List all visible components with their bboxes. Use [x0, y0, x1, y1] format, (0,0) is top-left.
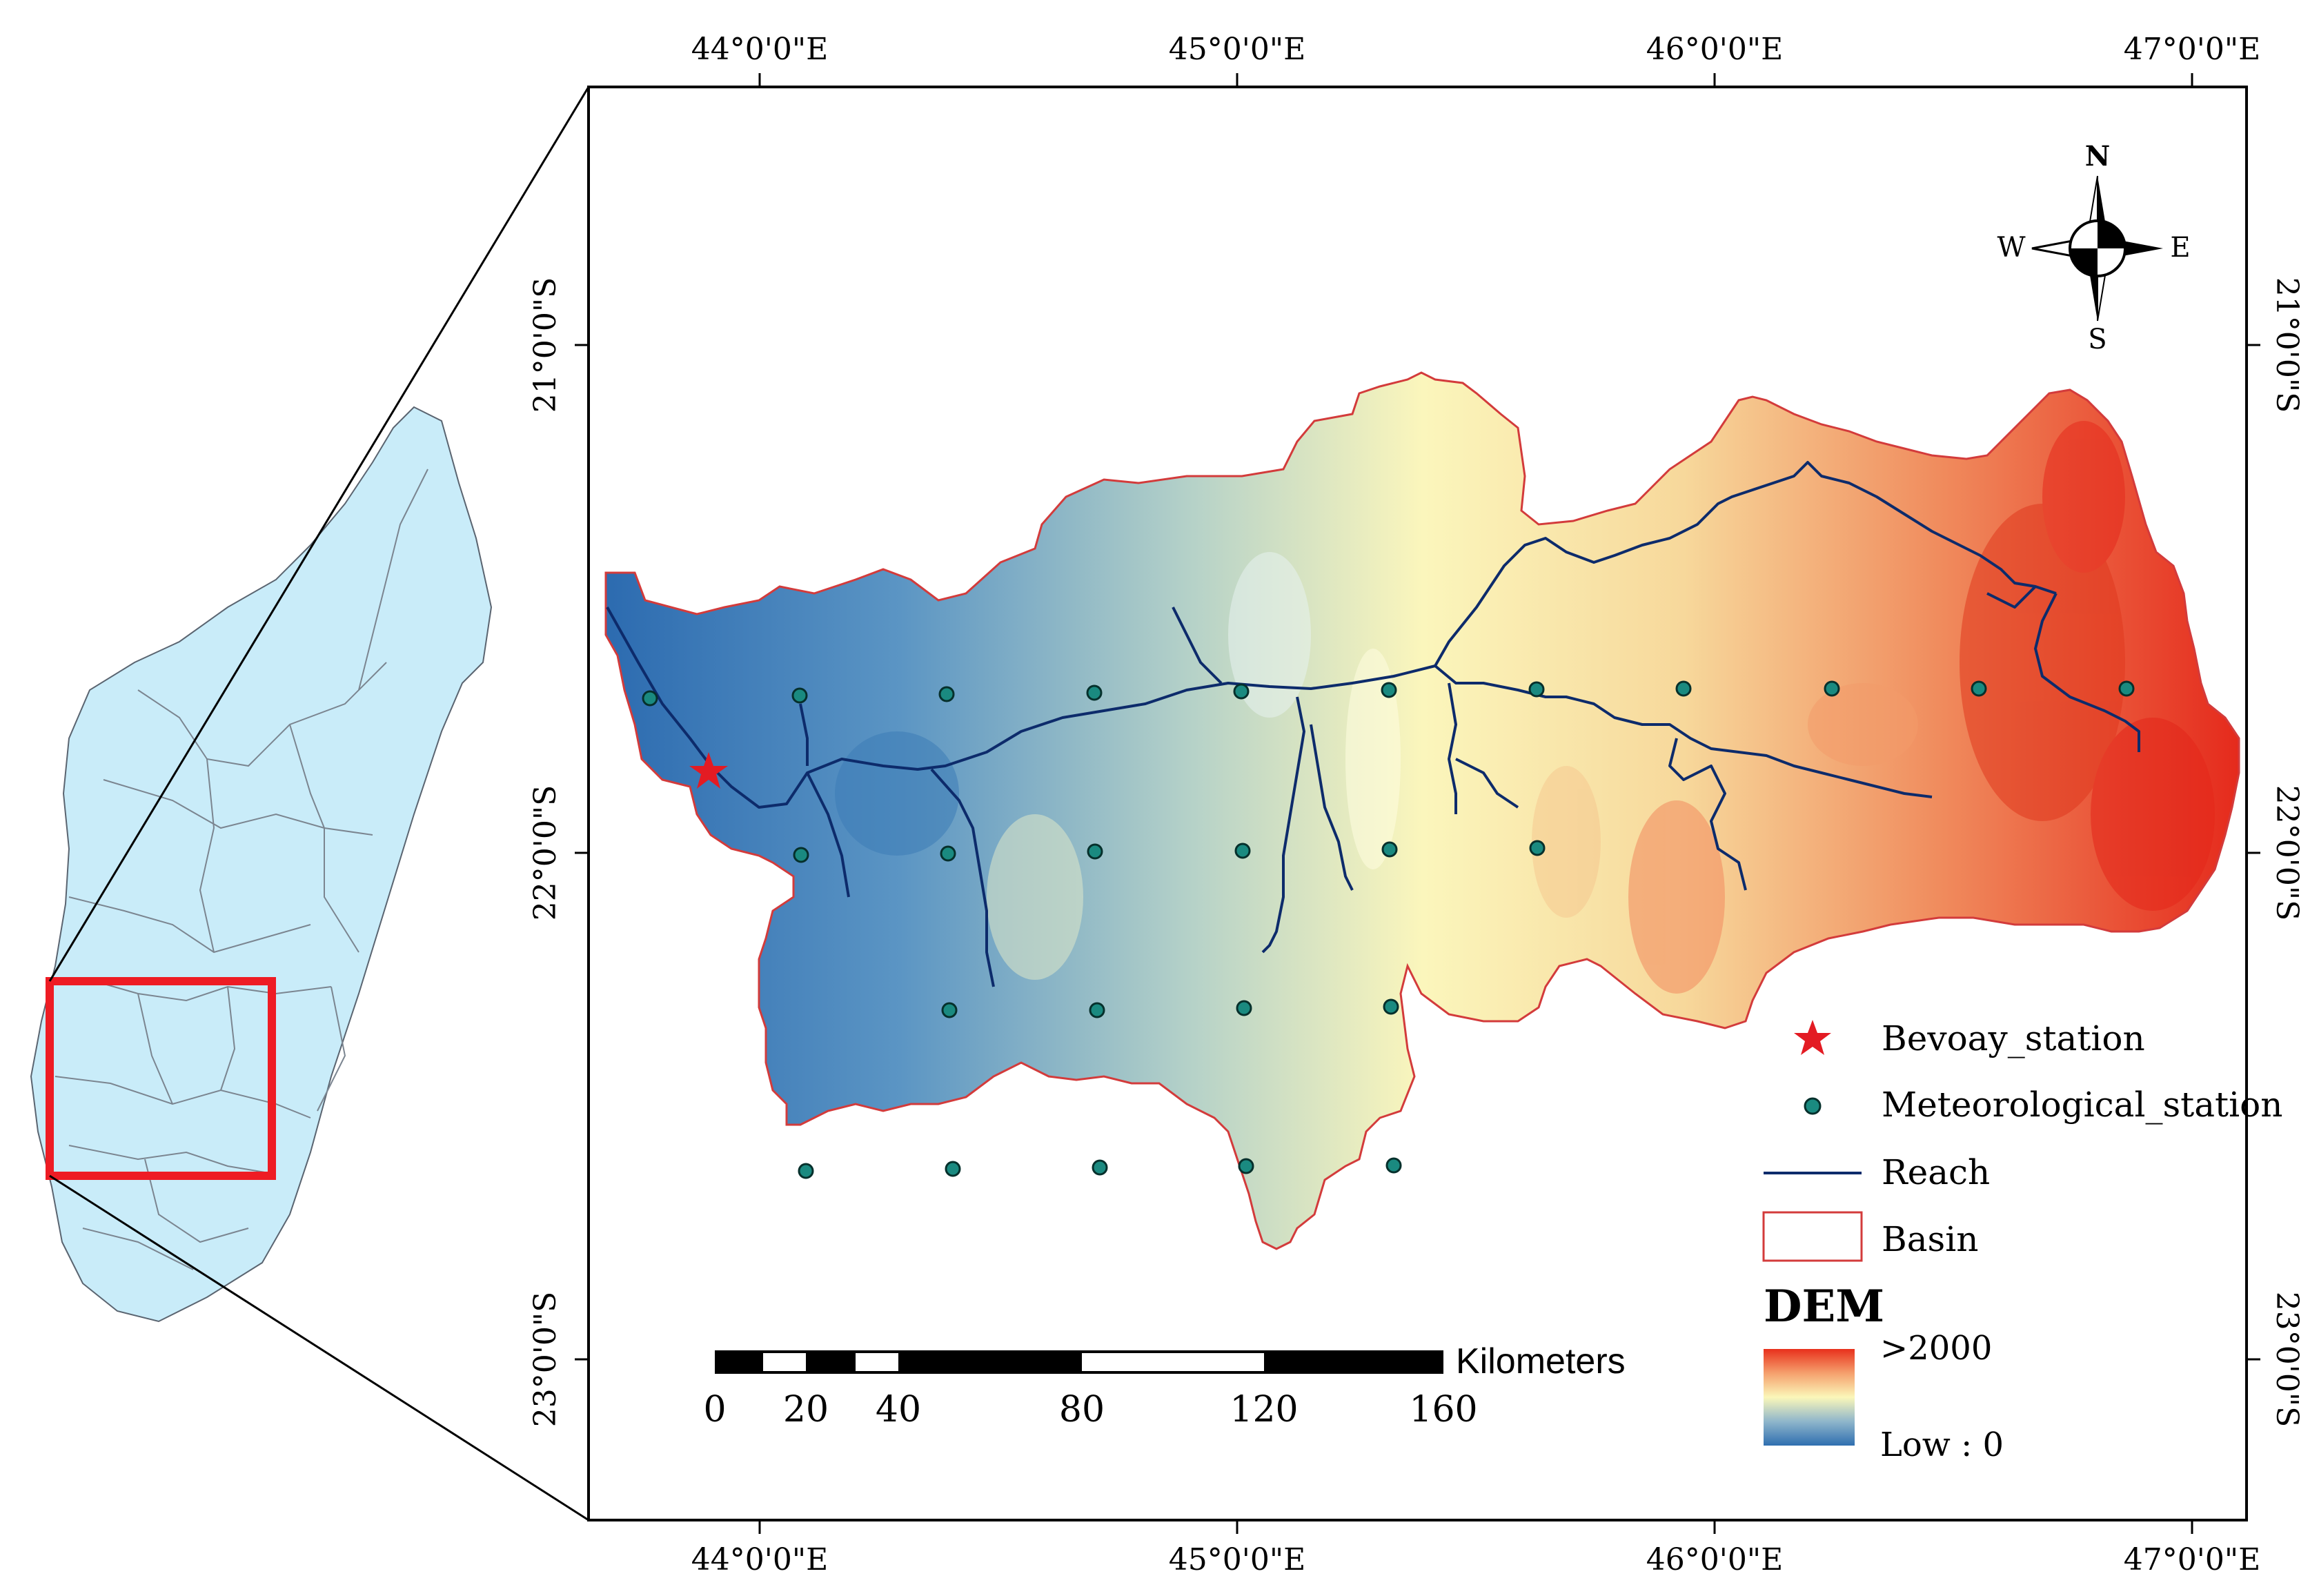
legend-dem-low: Low : 0 — [1880, 1426, 2004, 1464]
graticule-ticks — [575, 73, 2260, 1534]
lon-label-bottom-46: 46°0'0"E — [1646, 1542, 1783, 1577]
meteo-station — [1238, 1158, 1254, 1174]
scale-unit-label: Kilometers — [1456, 1341, 1626, 1381]
meteo-station — [1092, 1159, 1108, 1176]
lat-label-right-22: 22°0'0"S — [2269, 785, 2305, 920]
meteo-station — [793, 847, 809, 863]
madagascar-island — [30, 406, 493, 1323]
meteo-station — [1236, 1000, 1252, 1016]
reach-east-tributary — [2034, 593, 2140, 752]
scale-bar: Kilometers 0 20 40 80 120 160 — [703, 1341, 1625, 1430]
lat-label-left-23: 23°0'0"S — [528, 1292, 563, 1427]
meteo-station — [798, 1163, 814, 1179]
reach-trib-2 — [1261, 696, 1305, 954]
reach-south-branch — [1434, 664, 1933, 798]
meteo-station — [940, 845, 956, 862]
reach-trib-10 — [1986, 585, 2037, 609]
legend-bevoay-symbol — [1794, 1020, 1831, 1055]
bottom-longitude-labels: 44°0'0"E 45°0'0"E 46°0'0"E 47°0'0"E — [691, 1542, 2260, 1577]
compass-n-label: N — [2085, 140, 2111, 173]
top-longitude-labels: 44°0'0"E 45°0'0"E 46°0'0"E 47°0'0"E — [691, 32, 2260, 67]
legend-dem-high: >2000 — [1880, 1329, 1992, 1368]
reach-network — [606, 461, 2140, 987]
reach-trib-1 — [1172, 607, 1223, 684]
lon-label-bottom-45: 45°0'0"E — [1169, 1542, 1305, 1577]
legend: Bevoay_station Meteorological_station Re… — [1762, 1018, 2282, 1464]
connector-bottom — [49, 1174, 589, 1521]
meteo-station — [1383, 998, 1399, 1015]
meteo-station — [1971, 680, 1987, 697]
meteo-station — [1529, 840, 1546, 856]
scale-tick-label: 120 — [1230, 1389, 1298, 1430]
lon-label-bottom-47: 47°0'0"E — [2124, 1542, 2260, 1577]
legend-basin-symbol — [1762, 1211, 1863, 1262]
right-latitude-labels: 21°0'0"S 22°0'0"S 23°0'0"S — [2269, 277, 2305, 1427]
lon-label-top-47: 47°0'0"E — [2124, 32, 2260, 67]
meteo-station — [1675, 680, 1692, 697]
compass-e-label: E — [2170, 232, 2190, 264]
legend-meteo-label: Meteorological_station — [1882, 1085, 2282, 1125]
reach-trib-8 — [1455, 758, 1519, 809]
lat-label-left-21: 21°0'0"S — [528, 277, 563, 413]
study-area-box — [46, 977, 276, 1180]
meteo-station — [791, 687, 808, 704]
scale-tick-label: 20 — [783, 1389, 829, 1430]
lat-label-right-23: 23°0'0"S — [2269, 1292, 2305, 1427]
meteo-station — [1381, 682, 1397, 698]
meteo-station — [2118, 680, 2135, 697]
scale-tick-label: 0 — [703, 1389, 726, 1430]
compass-s-label: S — [2088, 324, 2106, 355]
connector-top — [48, 86, 590, 982]
legend-basin-label: Basin — [1882, 1219, 1978, 1259]
meteo-station — [941, 1002, 958, 1018]
legend-dem-ramp — [1764, 1349, 1855, 1446]
scale-tick-label: 40 — [876, 1389, 921, 1430]
meteo-station — [1528, 681, 1545, 698]
reach-trib-4 — [799, 703, 809, 766]
reach-trib-3 — [1310, 724, 1354, 891]
meteo-station — [1089, 1002, 1105, 1018]
lon-label-top-46: 46°0'0"E — [1646, 32, 1783, 67]
reach-trib-6 — [930, 768, 995, 987]
terrain-texture — [835, 421, 2215, 994]
left-latitude-labels: 21°0'0"S 22°0'0"S 23°0'0"S — [528, 277, 563, 1427]
meteo-station — [1381, 841, 1398, 858]
reach-trib-7 — [1448, 682, 1457, 814]
reach-trib-9 — [1668, 738, 1747, 891]
compass-w-label: W — [1997, 232, 2025, 264]
scale-tick-label: 80 — [1059, 1389, 1105, 1430]
inset-map — [30, 86, 590, 1521]
meteo-station — [1086, 684, 1103, 701]
lat-label-left-22: 22°0'0"S — [528, 785, 563, 920]
legend-meteo-symbol — [1804, 1097, 1822, 1115]
legend-reach-label: Reach — [1882, 1152, 1990, 1192]
reach-trib-5 — [806, 772, 850, 898]
inset-region-borders — [55, 469, 428, 1270]
lon-label-top-44: 44°0'0"E — [691, 32, 828, 67]
north-arrow: N S E W — [1997, 140, 2190, 355]
legend-dem-title: DEM — [1764, 1281, 1884, 1332]
reach-main — [606, 461, 2057, 809]
meteo-station — [1234, 843, 1251, 859]
meteo-station — [1824, 680, 1840, 697]
lat-label-right-21: 21°0'0"S — [2269, 277, 2305, 413]
meteo-station — [1233, 683, 1250, 700]
scale-tick-label: 160 — [1409, 1389, 1477, 1430]
lon-label-bottom-44: 44°0'0"E — [691, 1542, 828, 1577]
meteorological-stations — [642, 680, 2135, 1179]
meteo-station — [1087, 843, 1103, 860]
lon-label-top-45: 45°0'0"E — [1169, 32, 1305, 67]
dem-basin-raster — [604, 371, 2240, 1250]
meteo-station — [945, 1161, 961, 1177]
bevoay-station-star — [689, 752, 728, 789]
meteo-station — [938, 686, 955, 702]
legend-bevoay-label: Bevoay_station — [1882, 1018, 2145, 1058]
meteo-station — [642, 690, 658, 707]
meteo-station — [1385, 1157, 1402, 1174]
